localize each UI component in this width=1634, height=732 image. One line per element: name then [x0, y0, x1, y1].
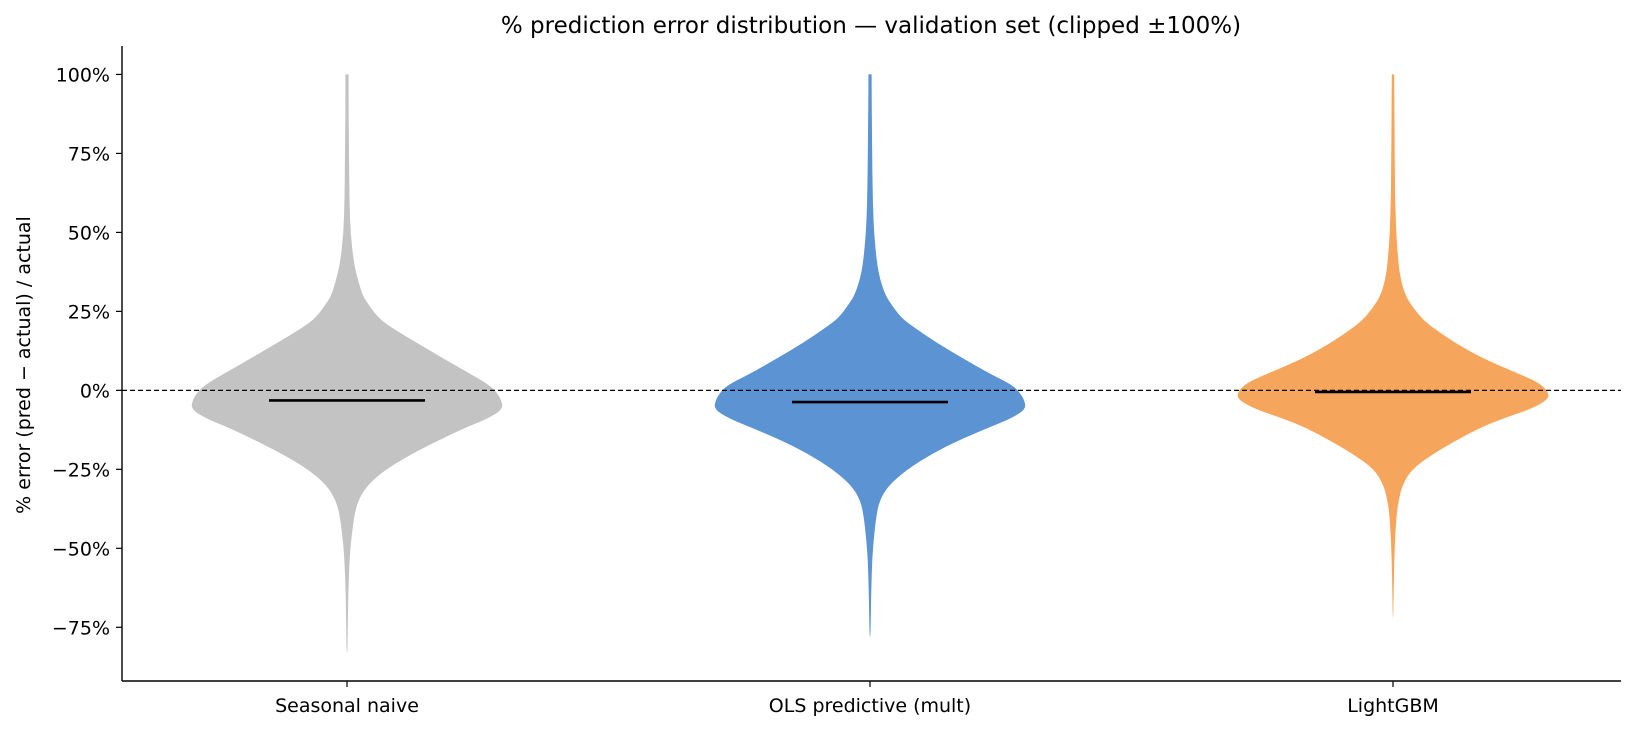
- y-ticks-group: 100% 75% 50% 25% 0% −25% −50% −75%: [52, 64, 122, 639]
- y-tick-label: −50%: [52, 538, 110, 560]
- x-tick-label: OLS predictive (mult): [769, 695, 971, 717]
- violin-2: [714, 74, 1026, 637]
- x-tick-label: LightGBM: [1347, 695, 1439, 717]
- violin-1: [191, 74, 503, 653]
- chart-title: % prediction error distribution — valida…: [501, 13, 1241, 39]
- y-tick-label: −75%: [52, 617, 110, 639]
- x-ticks-group: Seasonal naive OLS predictive (mult) Light…: [275, 681, 1439, 717]
- y-tick-label: 0%: [80, 380, 110, 402]
- y-tick-label: −25%: [52, 459, 110, 481]
- y-tick-label: 100%: [56, 64, 110, 86]
- y-axis-label: % error (pred − actual) / actual: [13, 216, 35, 514]
- y-tick-label: 75%: [68, 143, 110, 165]
- violins-group: [191, 74, 1549, 653]
- y-tick-label: 50%: [68, 222, 110, 244]
- violin-3: [1237, 74, 1549, 618]
- y-tick-label: 25%: [68, 301, 110, 323]
- medians-group: [269, 390, 1471, 404]
- x-tick-label: Seasonal naive: [275, 695, 419, 717]
